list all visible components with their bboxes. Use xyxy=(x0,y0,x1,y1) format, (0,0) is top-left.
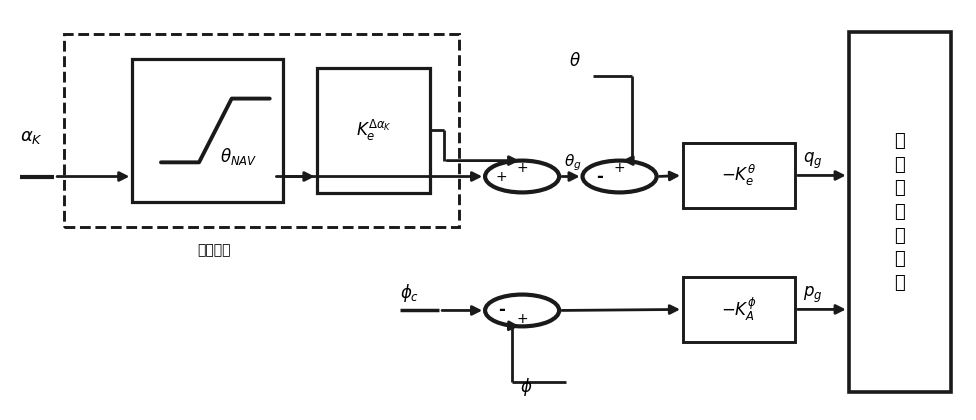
Text: +: + xyxy=(516,161,528,175)
Text: -: - xyxy=(595,168,602,186)
Text: $-K_A^{\phi}$: $-K_A^{\phi}$ xyxy=(721,296,756,323)
Text: $\phi$: $\phi$ xyxy=(520,376,533,398)
Text: $q_g$: $q_g$ xyxy=(803,151,823,171)
Text: $\phi_c$: $\phi_c$ xyxy=(400,282,420,304)
FancyBboxPatch shape xyxy=(848,32,951,392)
FancyBboxPatch shape xyxy=(683,143,795,208)
Text: $\theta_{NAV}$: $\theta_{NAV}$ xyxy=(220,146,258,167)
Text: $p_g$: $p_g$ xyxy=(803,285,823,305)
Text: +: + xyxy=(614,161,626,175)
Text: $\theta$: $\theta$ xyxy=(569,52,581,70)
Text: +: + xyxy=(516,312,528,326)
Text: -: - xyxy=(499,302,506,320)
FancyBboxPatch shape xyxy=(683,277,795,342)
Text: $-K_e^{\theta}$: $-K_e^{\theta}$ xyxy=(721,163,756,188)
FancyBboxPatch shape xyxy=(317,68,429,193)
Text: $\theta_g$: $\theta_g$ xyxy=(564,152,582,173)
FancyBboxPatch shape xyxy=(133,59,283,202)
Text: +: + xyxy=(496,170,508,184)
Text: 迎角保护: 迎角保护 xyxy=(197,244,230,257)
Text: $\alpha_K$: $\alpha_K$ xyxy=(20,128,43,146)
Text: 角
速
率
控
制
回
路: 角 速 率 控 制 回 路 xyxy=(894,132,905,292)
Text: $K_e^{\Delta\alpha_K}$: $K_e^{\Delta\alpha_K}$ xyxy=(355,118,391,143)
